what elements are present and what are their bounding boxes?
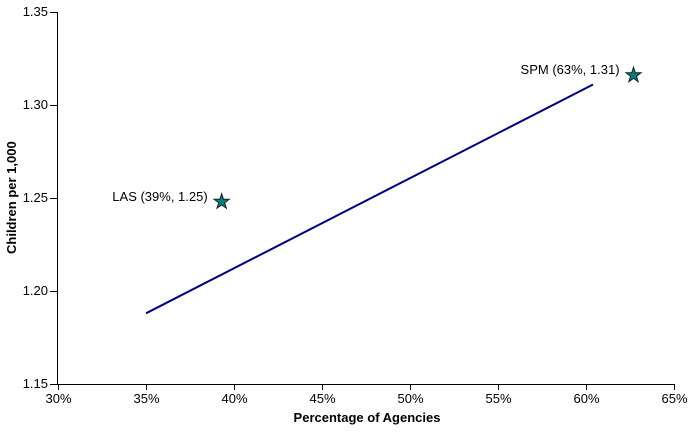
x-tick-label: 35% xyxy=(133,391,160,406)
x-tick-label: 65% xyxy=(661,391,688,406)
x-tick-label: 45% xyxy=(309,391,336,406)
x-tick-label: 55% xyxy=(485,391,512,406)
y-tick-label: 1.25 xyxy=(22,190,48,205)
y-tick-label: 1.30 xyxy=(22,97,48,112)
x-tick-label: 50% xyxy=(397,391,424,406)
x-tick-label: 40% xyxy=(221,391,248,406)
y-tick-label: 1.35 xyxy=(22,4,48,19)
y-tick-label: 1.15 xyxy=(22,376,48,391)
point-label-las: LAS (39%, 1.25) xyxy=(112,188,208,204)
trend-line xyxy=(145,83,594,315)
star-marker-las xyxy=(212,192,231,210)
x-tick-label: 30% xyxy=(45,391,72,406)
star-marker-spm xyxy=(624,65,643,83)
point-label-spm: SPM (63%, 1.31) xyxy=(520,62,620,78)
x-tick-label: 60% xyxy=(573,391,600,406)
y-tick-label: 1.20 xyxy=(22,283,48,298)
x-axis-title: Percentage of Agencies xyxy=(293,410,441,425)
